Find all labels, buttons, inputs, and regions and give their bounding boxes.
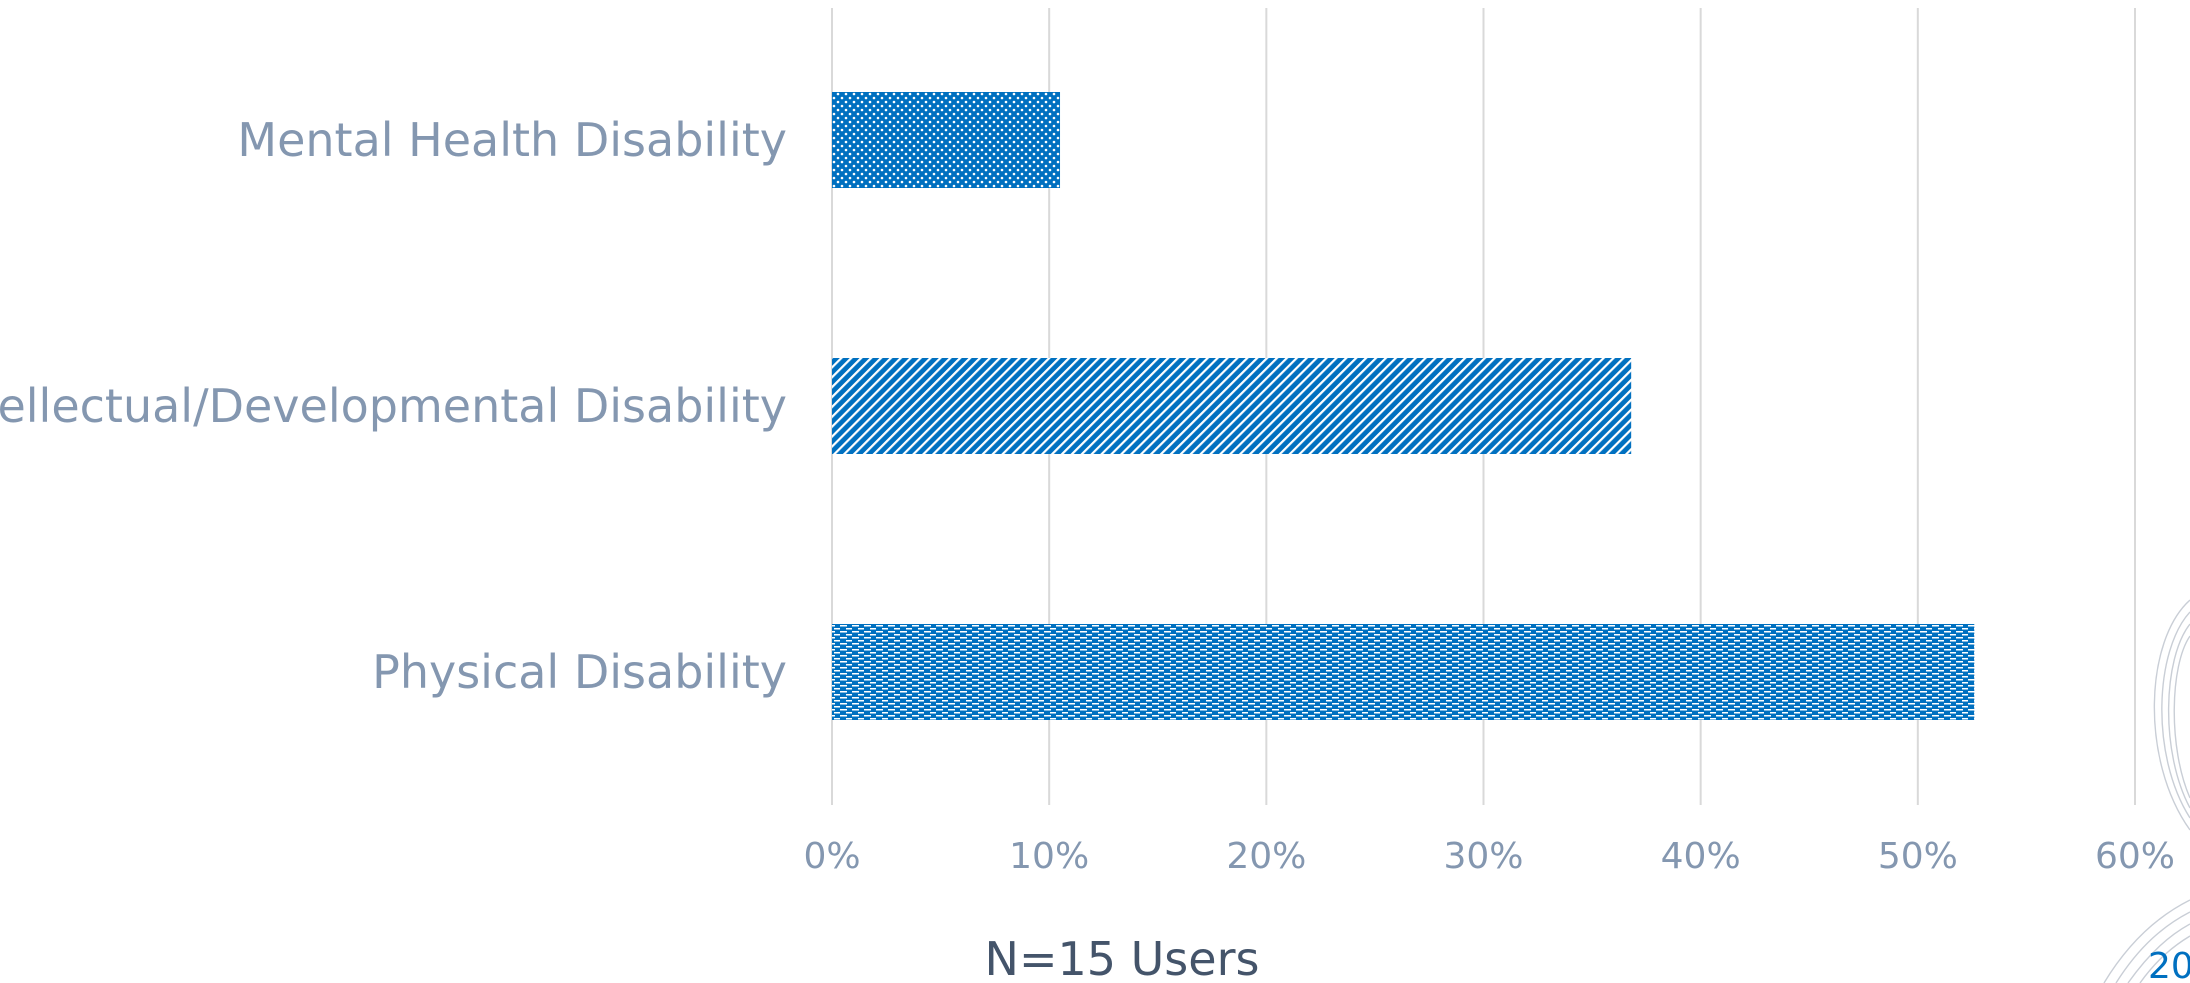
bars bbox=[832, 92, 1975, 720]
chart-caption: N=15 Users bbox=[985, 932, 1260, 983]
x-tick-label: 50% bbox=[1878, 836, 1958, 877]
page-number: 20 bbox=[2148, 946, 2190, 983]
x-tick-label: 60% bbox=[2095, 836, 2175, 877]
category-label: Mental Health Disability bbox=[237, 113, 787, 167]
x-tick-label: 30% bbox=[1443, 836, 1523, 877]
x-tick-label: 0% bbox=[803, 836, 860, 877]
decorative-arcs bbox=[2103, 599, 2190, 983]
bar bbox=[832, 358, 1632, 454]
category-labels: Mental Health Disability Intellectual/Dev… bbox=[0, 113, 787, 699]
bar bbox=[832, 624, 1975, 720]
x-axis-tick-labels: 0% 10% 20% 30% 40% 50% 60% bbox=[803, 836, 2175, 877]
category-label: Intellectual/Developmental Disability bbox=[0, 379, 787, 433]
x-tick-label: 40% bbox=[1661, 836, 1741, 877]
category-label: Physical Disability bbox=[372, 645, 787, 699]
x-tick-label: 10% bbox=[1009, 836, 1089, 877]
bar bbox=[832, 92, 1061, 188]
x-tick-label: 20% bbox=[1226, 836, 1306, 877]
